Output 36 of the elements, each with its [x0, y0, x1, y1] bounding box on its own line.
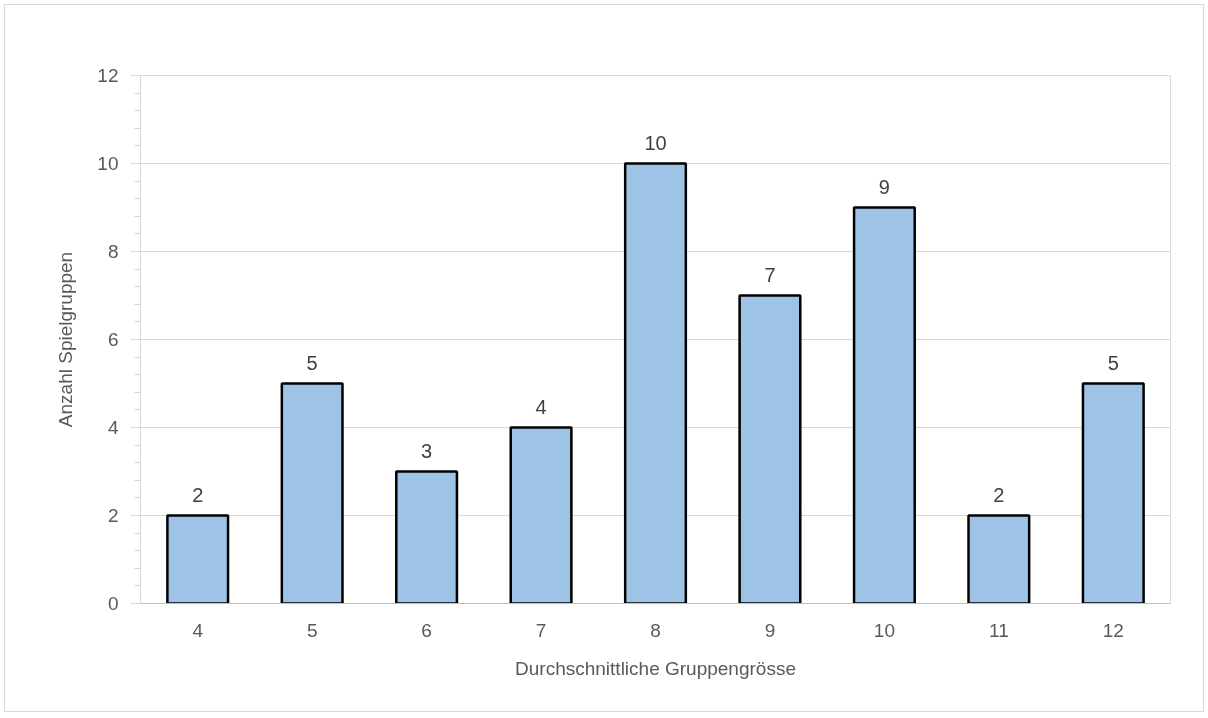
data-label: 5 [1107, 351, 1119, 374]
bar [1081, 382, 1145, 604]
data-label: 2 [192, 483, 204, 506]
data-label: 7 [764, 263, 776, 286]
y-tick-label: 2 [107, 505, 119, 526]
bar [166, 514, 230, 604]
data-label: 10 [644, 131, 667, 154]
x-tick-label: 7 [535, 619, 547, 641]
x-tick-label: 6 [421, 619, 432, 641]
y-tick-label: 12 [97, 65, 119, 86]
x-tick-label: 11 [988, 619, 1009, 641]
bar [967, 514, 1031, 604]
x-tick-label: 4 [192, 619, 204, 641]
y-tick-label: 8 [107, 241, 119, 262]
bar [738, 294, 802, 604]
x-axis-title: Durchschnittliche Gruppengrösse [515, 657, 796, 679]
x-tick-label: 10 [873, 619, 895, 641]
bar [280, 382, 344, 604]
data-label: 5 [306, 351, 318, 374]
y-tick-label: 10 [97, 153, 119, 174]
y-axis-title: Anzahl Spielgruppen [55, 251, 77, 428]
bar [852, 206, 916, 604]
data-label: 4 [535, 395, 547, 418]
data-label: 3 [421, 439, 433, 462]
data-label: 2 [993, 483, 1005, 506]
x-tick-label: 8 [650, 619, 661, 641]
y-tick-label: 6 [107, 329, 119, 350]
x-tick-label: 9 [764, 619, 776, 641]
y-tick-label: 0 [107, 593, 119, 614]
x-tick-label: 5 [306, 619, 318, 641]
x-tick-label: 12 [1102, 619, 1124, 641]
bar [623, 162, 688, 604]
data-label: 9 [878, 175, 890, 198]
bar [509, 426, 573, 604]
bar [395, 470, 459, 604]
y-tick-label: 4 [107, 417, 119, 438]
